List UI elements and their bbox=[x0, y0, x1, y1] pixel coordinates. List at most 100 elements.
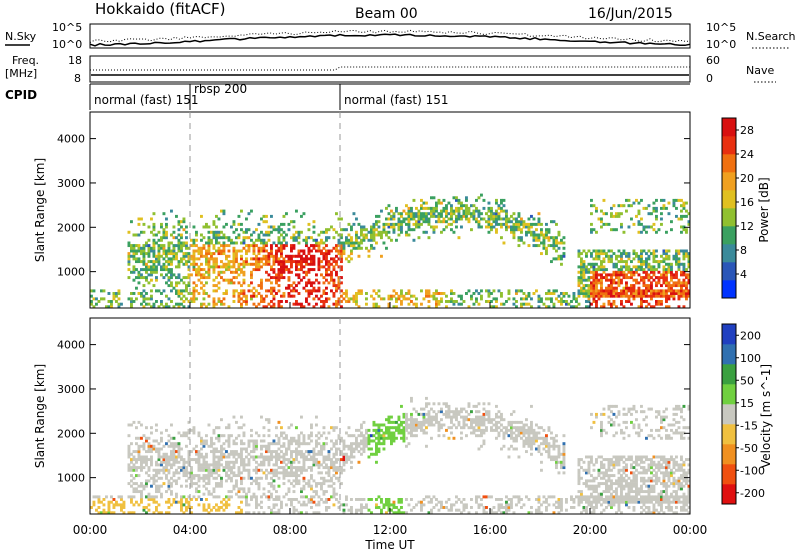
heatmap-cell bbox=[145, 479, 148, 483]
heatmap-cell bbox=[117, 289, 121, 293]
heatmap-cell bbox=[142, 447, 146, 451]
heatmap-cell bbox=[392, 506, 396, 509]
heatmap-cell bbox=[170, 450, 173, 454]
heatmap-cell bbox=[545, 233, 548, 237]
heatmap-cell bbox=[135, 490, 138, 494]
heatmap-cell bbox=[585, 270, 588, 274]
heatmap-cell bbox=[285, 286, 288, 290]
heatmap-cell bbox=[595, 230, 598, 234]
heatmap-cell bbox=[482, 506, 486, 509]
heatmap-cell bbox=[640, 292, 643, 295]
heatmap-cell bbox=[340, 265, 343, 269]
heatmap-cell bbox=[187, 476, 191, 480]
heatmap-cell bbox=[240, 450, 243, 454]
heatmap-cell bbox=[282, 436, 286, 440]
heatmap-cell bbox=[580, 492, 583, 496]
heatmap-cell bbox=[627, 252, 631, 256]
heatmap-cell bbox=[147, 225, 151, 229]
heatmap-cell bbox=[622, 289, 626, 293]
heatmap-cell bbox=[617, 273, 621, 277]
heatmap-cell bbox=[367, 254, 371, 258]
heatmap-cell bbox=[615, 257, 618, 261]
heatmap-cell bbox=[500, 292, 503, 295]
heatmap-cell bbox=[670, 292, 673, 295]
heatmap-cell bbox=[567, 294, 571, 298]
heatmap-cell bbox=[355, 439, 358, 443]
heatmap-cell bbox=[382, 423, 386, 427]
heatmap-cell bbox=[560, 262, 563, 266]
heatmap-cell bbox=[525, 439, 528, 443]
heatmap-cell bbox=[607, 222, 611, 226]
heatmap-cell bbox=[377, 230, 381, 234]
heatmap-cell bbox=[160, 460, 163, 464]
heatmap-cell bbox=[490, 420, 493, 424]
heatmap-cell bbox=[147, 297, 151, 301]
heatmap-cell bbox=[385, 426, 388, 430]
heatmap-cell bbox=[242, 236, 246, 240]
heatmap-cell bbox=[485, 511, 488, 515]
heatmap-cell bbox=[242, 460, 246, 464]
heatmap-cell bbox=[592, 484, 596, 488]
heatmap-cell bbox=[532, 436, 536, 440]
heatmap-cell bbox=[282, 244, 286, 248]
heatmap-cell bbox=[150, 495, 153, 499]
heatmap-cell bbox=[335, 458, 338, 462]
heatmap-cell bbox=[507, 455, 511, 459]
heatmap-cell bbox=[480, 434, 483, 438]
heatmap-cell bbox=[475, 511, 478, 515]
heatmap-cell bbox=[372, 236, 376, 240]
heatmap-cell bbox=[282, 452, 286, 456]
heatmap-cell bbox=[142, 284, 146, 288]
heatmap-cell bbox=[492, 214, 496, 218]
heatmap-cell bbox=[195, 297, 198, 301]
heatmap-cell bbox=[287, 460, 291, 464]
heatmap-cell bbox=[497, 212, 501, 216]
heatmap-cell bbox=[522, 442, 526, 446]
heatmap-cell bbox=[145, 436, 148, 440]
heatmap-cell bbox=[440, 214, 443, 218]
heatmap-cell bbox=[277, 270, 281, 274]
heatmap-cell bbox=[192, 447, 196, 451]
heatmap-cell bbox=[185, 260, 188, 264]
heatmap-cell bbox=[257, 482, 261, 486]
heatmap-cell bbox=[325, 260, 328, 264]
heatmap-cell bbox=[452, 292, 456, 295]
heatmap-cell bbox=[372, 297, 376, 301]
heatmap-cell bbox=[680, 204, 683, 208]
heatmap-cell bbox=[162, 246, 166, 250]
heatmap-cell bbox=[590, 254, 593, 258]
heatmap-cell bbox=[230, 434, 233, 438]
heatmap-cell bbox=[325, 262, 328, 266]
heatmap-cell bbox=[595, 487, 598, 491]
heatmap-cell bbox=[585, 292, 588, 295]
heatmap-cell bbox=[412, 238, 416, 242]
heatmap-cell bbox=[172, 236, 176, 240]
heatmap-cell bbox=[625, 252, 628, 256]
heatmap-cell bbox=[385, 511, 388, 515]
heatmap-cell bbox=[210, 471, 213, 475]
heatmap-cell bbox=[407, 289, 411, 293]
heatmap-cell bbox=[342, 246, 346, 250]
heatmap-cell bbox=[265, 233, 268, 237]
heatmap-cell bbox=[342, 244, 346, 248]
heatmap-cell bbox=[495, 305, 498, 309]
heatmap-cell bbox=[255, 500, 258, 504]
heatmap-cell bbox=[335, 212, 338, 216]
heatmap-cell bbox=[437, 508, 441, 512]
heatmap-cell bbox=[520, 220, 523, 224]
heatmap-cell bbox=[602, 222, 606, 226]
heatmap-cell bbox=[515, 305, 518, 309]
heatmap-cell bbox=[255, 498, 258, 501]
heatmap-cell bbox=[207, 492, 211, 496]
heatmap-cell bbox=[435, 418, 438, 422]
heatmap-cell bbox=[157, 458, 161, 462]
heatmap-cell bbox=[317, 246, 321, 250]
heatmap-cell bbox=[505, 228, 508, 232]
heatmap-cell bbox=[277, 442, 281, 446]
heatmap-cell bbox=[442, 206, 446, 210]
heatmap-cell bbox=[252, 294, 256, 298]
heatmap-cell bbox=[427, 305, 431, 309]
heatmap-cell bbox=[157, 442, 161, 446]
heatmap-cell bbox=[250, 238, 253, 242]
heatmap-cell bbox=[657, 262, 661, 266]
